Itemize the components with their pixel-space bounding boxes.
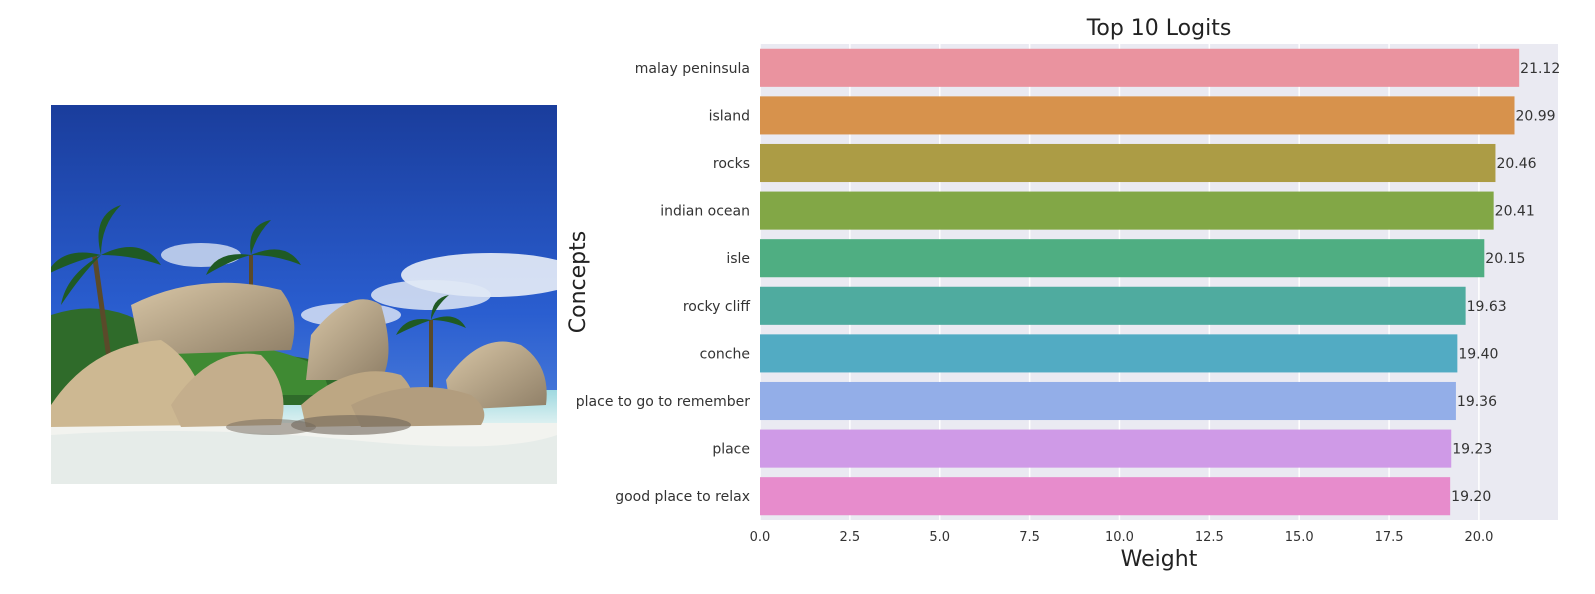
y-axis-title: Concepts xyxy=(566,231,591,333)
x-tick-label: 20.0 xyxy=(1464,530,1493,545)
x-tick-label: 10.0 xyxy=(1105,530,1134,545)
bar xyxy=(760,191,1494,230)
x-tick-label: 5.0 xyxy=(929,530,950,545)
category-label: island xyxy=(709,108,750,124)
value-label: 20.99 xyxy=(1516,108,1556,124)
bar xyxy=(760,96,1515,135)
x-tick-labels: 0.0 2.5 5.0 7.5 10.0 12.5 15.0 17.5 20.0 xyxy=(750,530,1494,545)
value-label: 20.41 xyxy=(1495,204,1535,220)
bar xyxy=(760,334,1458,373)
bar xyxy=(760,429,1452,468)
bar xyxy=(760,239,1485,278)
value-label: 19.36 xyxy=(1457,394,1497,410)
bar xyxy=(760,143,1496,183)
x-axis-title: Weight xyxy=(1121,547,1198,572)
value-label: 21.12 xyxy=(1520,61,1560,77)
value-label: 19.23 xyxy=(1452,442,1492,458)
category-labels: malay peninsula island rocks indian ocean is… xyxy=(576,61,751,505)
value-label: 19.40 xyxy=(1458,346,1498,362)
chart-title: Top 10 Logits xyxy=(1086,16,1232,41)
bar xyxy=(760,381,1456,421)
category-label: isle xyxy=(726,251,750,267)
category-label: rocks xyxy=(713,156,750,172)
bar xyxy=(760,48,1520,87)
category-label: place to go to remember xyxy=(576,394,750,410)
bar xyxy=(760,286,1466,325)
category-label: conche xyxy=(700,346,750,362)
category-label: place xyxy=(712,442,750,458)
category-label: indian ocean xyxy=(660,204,750,220)
category-label: malay peninsula xyxy=(635,61,750,77)
x-tick-label: 7.5 xyxy=(1019,530,1040,545)
value-label: 19.63 xyxy=(1467,299,1507,315)
x-tick-label: 15.0 xyxy=(1285,530,1314,545)
beach-photo xyxy=(46,105,581,484)
category-label: rocky cliff xyxy=(683,299,751,315)
value-label: 19.20 xyxy=(1451,489,1491,505)
x-tick-label: 2.5 xyxy=(840,530,861,545)
category-label: good place to relax xyxy=(615,489,750,505)
x-tick-label: 17.5 xyxy=(1375,530,1404,545)
value-labels: 21.12 20.99 20.46 20.41 20.15 19.63 19.40 19.36… xyxy=(1451,61,1560,505)
value-label: 20.15 xyxy=(1485,251,1525,267)
x-tick-label: 12.5 xyxy=(1195,530,1224,545)
value-label: 20.46 xyxy=(1496,156,1536,172)
bars xyxy=(760,48,1520,516)
bar xyxy=(760,477,1451,516)
x-tick-label: 0.0 xyxy=(750,530,771,545)
